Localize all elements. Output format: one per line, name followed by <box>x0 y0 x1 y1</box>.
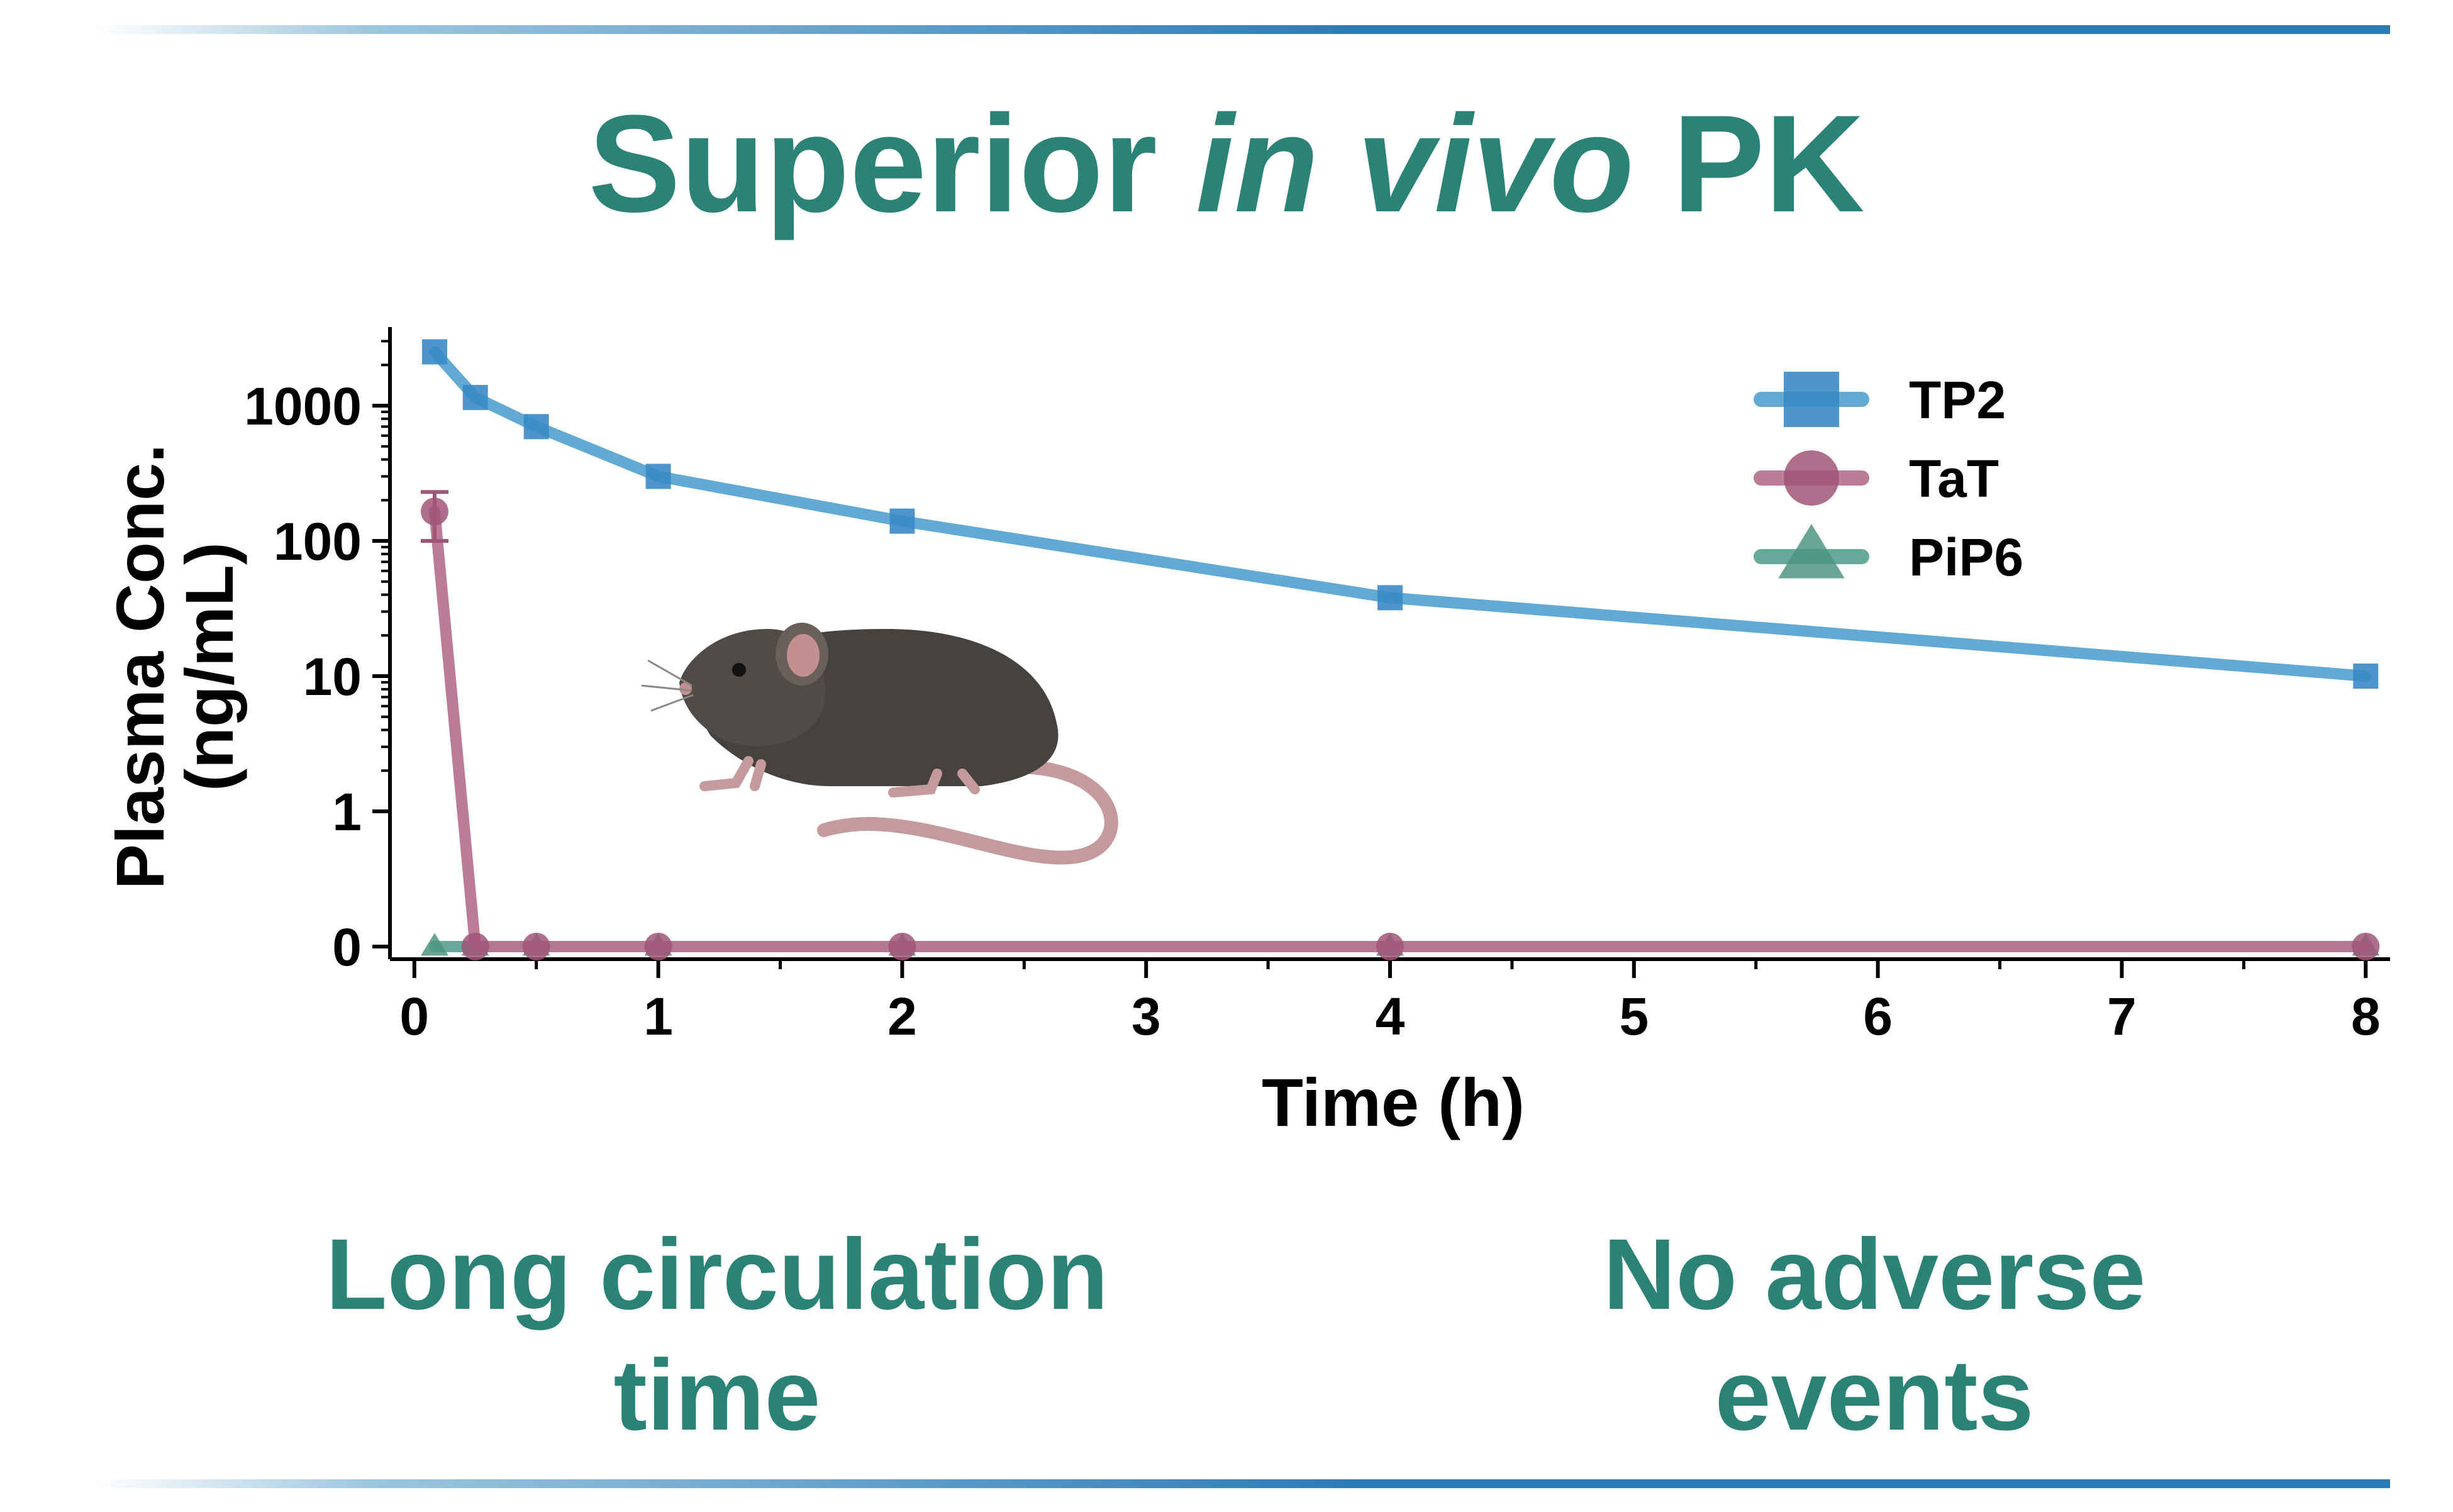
x-axis-title: Time (h) <box>1262 1064 1525 1140</box>
title-italic: in vivo <box>1196 86 1634 241</box>
legend: TP2 TaT PiP6 <box>1754 370 2023 587</box>
x-tick-label: 7 <box>2107 987 2137 1046</box>
y-axis-title-line-1: Plasma Conc. <box>102 444 178 889</box>
tp2-data-point <box>462 384 488 410</box>
bottom-gradient-rule <box>94 1479 2390 1488</box>
tat-data-point <box>420 498 448 526</box>
tp2-data-point <box>645 464 671 489</box>
x-tick-label: 4 <box>1376 987 1405 1046</box>
legend-tp2-label: TP2 <box>1909 370 2006 430</box>
legend-pip6-label: PiP6 <box>1909 528 2023 587</box>
x-tick-label: 1 <box>643 987 673 1046</box>
x-tick-label: 8 <box>2351 987 2381 1046</box>
tp2-data-point <box>421 339 447 365</box>
legend-pip6-marker <box>1778 524 1845 579</box>
legend-tat-label: TaT <box>1909 449 1999 508</box>
page-title: Superior in vivo PK <box>0 94 2453 233</box>
tp2-data-point <box>1377 585 1403 611</box>
y-tick-label: 1 <box>332 782 362 842</box>
x-tick-label: 0 <box>399 987 429 1046</box>
title-part-1: Superior <box>588 86 1157 241</box>
caption-left-line-1: Long circulation <box>325 1218 1109 1330</box>
title-part-2: PK <box>1672 86 1865 241</box>
tp2-series-line <box>428 346 2372 682</box>
tat-data-point <box>461 933 489 960</box>
tp2-data-point <box>2353 664 2379 689</box>
pip6-data-point <box>420 933 448 956</box>
x-tick-label: 6 <box>1863 987 1893 1046</box>
tp2-data-point <box>523 414 549 440</box>
tat-data-point <box>1376 933 1404 960</box>
x-tick-label: 3 <box>1132 987 1161 1046</box>
legend-tat-marker <box>1784 450 1839 506</box>
caption-left-line-2: time <box>613 1338 821 1451</box>
y-tick-label: 1000 <box>244 377 362 436</box>
caption-long-circulation: Long circulation time <box>277 1214 1157 1455</box>
tat-data-point <box>522 933 550 960</box>
legend-tp2-marker <box>1784 372 1839 427</box>
caption-no-adverse-events: No adverse events <box>1434 1214 2315 1455</box>
mouse-illustration <box>641 623 1118 865</box>
caption-right-line-2: events <box>1715 1338 2034 1451</box>
top-gradient-rule <box>94 25 2390 34</box>
x-tick-label: 2 <box>887 987 917 1046</box>
y-tick-label: 100 <box>274 512 362 571</box>
series-layer <box>420 339 2380 960</box>
y-tick-label: 10 <box>303 647 362 706</box>
x-tick-label: 5 <box>1619 987 1649 1046</box>
caption-right-line-1: No adverse <box>1603 1218 2146 1330</box>
y-axis-title-line-2: (ng/mL) <box>171 542 247 791</box>
tat-data-point <box>2352 933 2380 960</box>
tat-data-point <box>644 933 672 960</box>
tp2-data-point <box>889 508 915 534</box>
y-tick-label: 0 <box>332 918 362 977</box>
tat-data-point <box>888 933 916 960</box>
